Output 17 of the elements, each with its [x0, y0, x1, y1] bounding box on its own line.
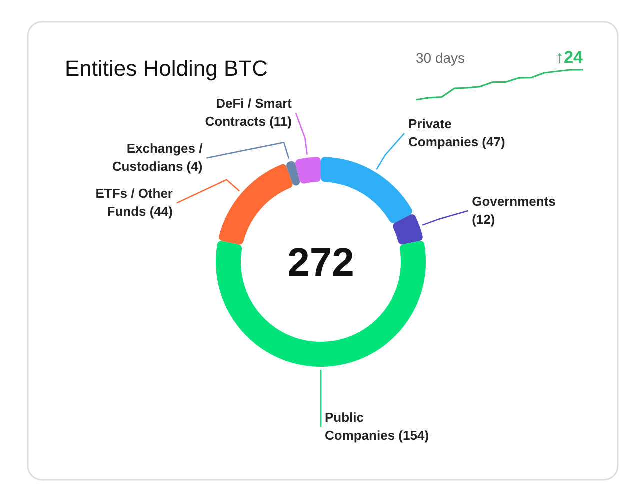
donut-slice	[286, 161, 300, 186]
slice-label: Private Companies (47)	[408, 116, 506, 150]
text: 272	[288, 241, 354, 285]
data-label: (12)	[472, 212, 496, 228]
text: ↑24	[556, 48, 584, 67]
chart-title: 30 days	[416, 50, 466, 66]
donut-slice	[393, 214, 423, 245]
donut-slice	[216, 241, 426, 367]
donut-slice	[219, 164, 293, 245]
donut-slice	[296, 157, 321, 184]
donut-slice	[321, 157, 412, 224]
chart-title: Entities Holding BTC	[65, 56, 268, 81]
slice-label: Governments	[472, 194, 556, 210]
slice-label: DeFi / Smart Contracts (11)	[205, 96, 293, 130]
slice-label: Exchanges / Custodians (4)	[112, 141, 204, 174]
slice-label: Public Companies (154)	[325, 410, 430, 443]
slice-label: ETFs / Other Funds (44)	[96, 186, 173, 220]
